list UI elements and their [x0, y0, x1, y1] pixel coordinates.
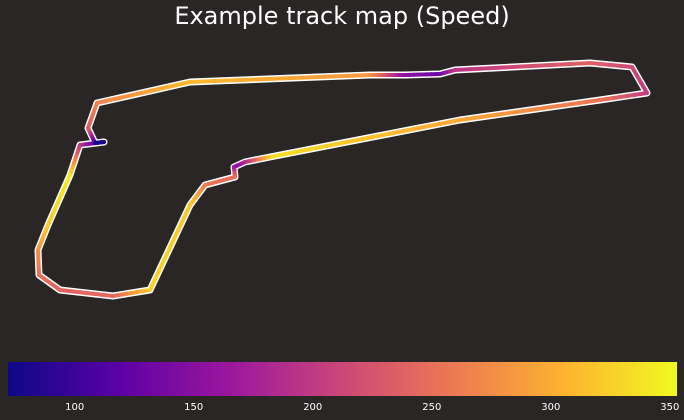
colorbar-tick-label: 250	[422, 402, 442, 413]
track-segment	[345, 73, 372, 78]
colorbar-tick-label: 150	[184, 402, 204, 413]
track-speed-segments	[36, 61, 649, 298]
track-segment	[386, 127, 415, 136]
track-segment	[188, 79, 215, 84]
track-segment	[475, 113, 497, 120]
track-segment	[493, 110, 515, 117]
track-outline	[34, 59, 651, 300]
track-segment	[453, 67, 474, 72]
track-segment	[278, 75, 305, 81]
track-segment	[503, 64, 525, 70]
track-outline-line	[34, 59, 651, 300]
colorbar-tick-label: 200	[303, 402, 323, 413]
track-segment	[339, 136, 367, 146]
track-segment	[363, 131, 391, 141]
track-segment	[469, 66, 491, 72]
track-segment	[458, 115, 480, 122]
track-segment	[323, 73, 350, 79]
track-segment	[580, 98, 602, 105]
track-segment	[520, 63, 542, 69]
colorbar-tick-label: 300	[541, 402, 561, 413]
chart-title: Example track map (Speed)	[174, 2, 510, 30]
track-segment	[563, 100, 585, 107]
speed-colorbar	[8, 362, 677, 396]
track-segment	[537, 62, 559, 68]
track-segment	[268, 150, 296, 159]
track-segment	[233, 77, 260, 83]
track-segment	[210, 78, 237, 84]
colorbar-tick-label: 100	[65, 402, 85, 413]
track-segment	[434, 118, 462, 127]
track-segment	[291, 145, 320, 155]
track-segment	[545, 103, 567, 110]
track-segment	[486, 65, 508, 71]
track-segment	[554, 61, 576, 67]
track-segment	[571, 61, 592, 66]
track-segment	[528, 105, 550, 112]
track-segment	[315, 141, 344, 150]
track-segment	[300, 74, 327, 80]
track-segment	[255, 76, 282, 82]
track-segment	[510, 108, 532, 115]
track-segment	[410, 122, 439, 132]
colorbar-tick-label: 350	[660, 402, 680, 413]
